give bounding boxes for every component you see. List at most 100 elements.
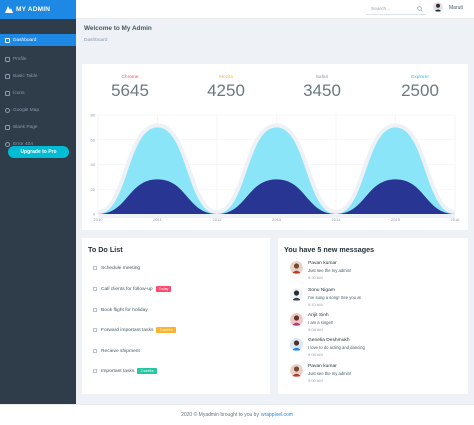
sidebar-item-error-404[interactable]: Error 404 (0, 136, 76, 153)
x-tick-label: 2011 (153, 217, 162, 222)
y-tick-label: 40 (91, 162, 96, 167)
messages-title: You have 5 new messages (284, 245, 375, 254)
footer-link[interactable]: wrappixel.com (260, 412, 293, 418)
x-tick-label: 2015 (391, 217, 401, 222)
todo-checkbox[interactable] (93, 287, 97, 291)
message-time: 9:08 AM (308, 327, 323, 332)
avatar (290, 313, 303, 326)
todo-text: Call clients for follow-up (101, 286, 153, 292)
message-sender: Pavan kumar (308, 364, 337, 369)
message-text: Just see the my admin! (308, 371, 352, 376)
y-tick-label: 60 (91, 137, 96, 142)
message-text: Just see the my admin! (308, 268, 352, 273)
x-tick-label: 2014 (332, 217, 342, 222)
todo-badge: 2 weeks (137, 368, 157, 374)
todo-item[interactable]: Recieve shipment (93, 347, 140, 355)
sidebar-item-label: Blank Page (13, 125, 38, 130)
avatar (290, 288, 303, 301)
todo-title: To Do List (88, 245, 123, 254)
series-area-2 (98, 179, 455, 214)
user-name[interactable]: Maruti (449, 5, 463, 11)
search-icon[interactable] (417, 6, 423, 12)
stat-safari: Safari 3450 (282, 75, 362, 101)
sidebar-item-blank-page[interactable]: Blank Page (0, 119, 76, 136)
sidebar-item-dashboard[interactable]: Dashboard (0, 34, 76, 46)
stat-mozila: Mozila 4250 (186, 75, 266, 101)
sidebar-item-basic-table[interactable]: Basic Table (0, 68, 76, 85)
globe-icon (5, 108, 10, 113)
upgrade-button[interactable]: Upgrade to Pro (8, 146, 69, 158)
stat-chrome: Chrome 5645 (90, 75, 170, 101)
columns-icon (5, 125, 10, 130)
search-input[interactable]: Search... (366, 4, 426, 15)
x-tick-label: 2012 (213, 217, 223, 222)
todo-checkbox[interactable] (93, 308, 97, 312)
todo-checkbox[interactable] (93, 328, 97, 332)
sidebar-item-profile[interactable]: Profile (0, 51, 76, 68)
todo-item[interactable]: Call clients for follow-up Today (93, 285, 172, 293)
message-sender: Arijit Sinh (308, 313, 329, 318)
x-tick-label: 2016 (451, 217, 461, 222)
sidebar-item-label: Google Map (13, 108, 40, 113)
message-item[interactable]: Pavan kumar Just see the my admin! 9:30 … (290, 261, 351, 281)
todo-checkbox[interactable] (93, 266, 97, 270)
sidebar-item-google-map[interactable]: Google Map (0, 102, 76, 119)
message-time: 9:00 AM (308, 378, 323, 383)
footer: 2020 © Myadmin brought to you by wrappix… (0, 404, 474, 425)
messages-card: You have 5 new messages Pavan kumar Just… (278, 238, 468, 394)
y-tick-label: 20 (91, 187, 96, 192)
footer-text: 2020 © Myadmin brought to you by (181, 412, 259, 418)
sidebar-item-label: Basic Table (13, 74, 38, 79)
todo-item[interactable]: Book flight for holiday (93, 306, 148, 314)
sidebar-nav: Dashboard Profile Basic Table Icons Goog… (0, 19, 76, 153)
stat-value: 2500 (401, 81, 439, 100)
todo-text: Recieve shipment (101, 348, 140, 354)
todo-badge: Today (155, 286, 172, 292)
logo-icon (5, 6, 13, 13)
message-item[interactable]: Sonu Nigam I've sung a song! See you at … (290, 288, 361, 308)
gauge-icon (5, 37, 10, 43)
app-logo[interactable]: MY ADMIN (0, 0, 76, 19)
sidebar-item-label: Profile (13, 57, 27, 62)
todo-text: Important tasks (101, 368, 135, 374)
stat-label: Safari (315, 75, 329, 80)
todo-item[interactable]: Important tasks 2 weeks (93, 367, 157, 375)
breadcrumb[interactable]: Dashboard (84, 38, 108, 43)
message-sender: Sonu Nigam (308, 288, 335, 293)
stat-explorer: Explorer 2500 (380, 75, 460, 101)
message-time: 9:30 AM (308, 275, 323, 280)
todo-badge: 2 weeks (156, 327, 176, 333)
message-time: 9:10 AM (308, 302, 323, 307)
sidebar: MY ADMIN Dashboard Profile Basic Table I… (0, 0, 76, 404)
topbar: Search... Maruti (76, 0, 474, 19)
message-text: I've sung a song! See you at (308, 295, 361, 300)
sidebar-item-icons[interactable]: Icons (0, 85, 76, 102)
todo-checkbox[interactable] (93, 369, 97, 373)
x-tick-label: 2013 (272, 217, 282, 222)
stat-label: Explorer (411, 75, 429, 80)
message-sender: Genelia Deshmukh (308, 338, 350, 343)
message-item[interactable]: Arijit Sinh I am a singer! 9:08 AM (290, 313, 333, 333)
todo-text: Forward important tasks (101, 327, 154, 333)
message-item[interactable]: Pavan kumar Just see the my admin! 9:00 … (290, 364, 351, 384)
user-avatar[interactable] (433, 2, 443, 12)
todo-checkbox[interactable] (93, 349, 97, 353)
stat-value: 5645 (111, 81, 149, 100)
avatar (290, 261, 303, 274)
x-tick-label: 2010 (94, 217, 104, 222)
font-icon (5, 91, 10, 96)
y-tick-label: 80 (91, 113, 96, 118)
message-text: I am a singer! (308, 320, 334, 325)
message-item[interactable]: Genelia Deshmukh I love to do acting and… (290, 338, 365, 358)
page-header: Welcome to My Admin Dashboard (84, 25, 152, 43)
page-title: Welcome to My Admin (84, 25, 152, 32)
message-sender: Pavan kumar (308, 261, 337, 266)
todo-text: Schedule meeting (101, 265, 141, 271)
stat-label: Chrome (121, 75, 139, 80)
info-icon (5, 142, 10, 147)
todo-text: Book flight for holiday (101, 307, 148, 313)
todo-item[interactable]: Forward important tasks 2 weeks (93, 326, 176, 334)
area-chart: 0 20 40 60 80 2010 2011 2012 2013 2014 2015 2016 (91, 113, 461, 223)
todo-item[interactable]: Schedule meeting (93, 264, 140, 272)
stat-value: 4250 (207, 81, 245, 100)
